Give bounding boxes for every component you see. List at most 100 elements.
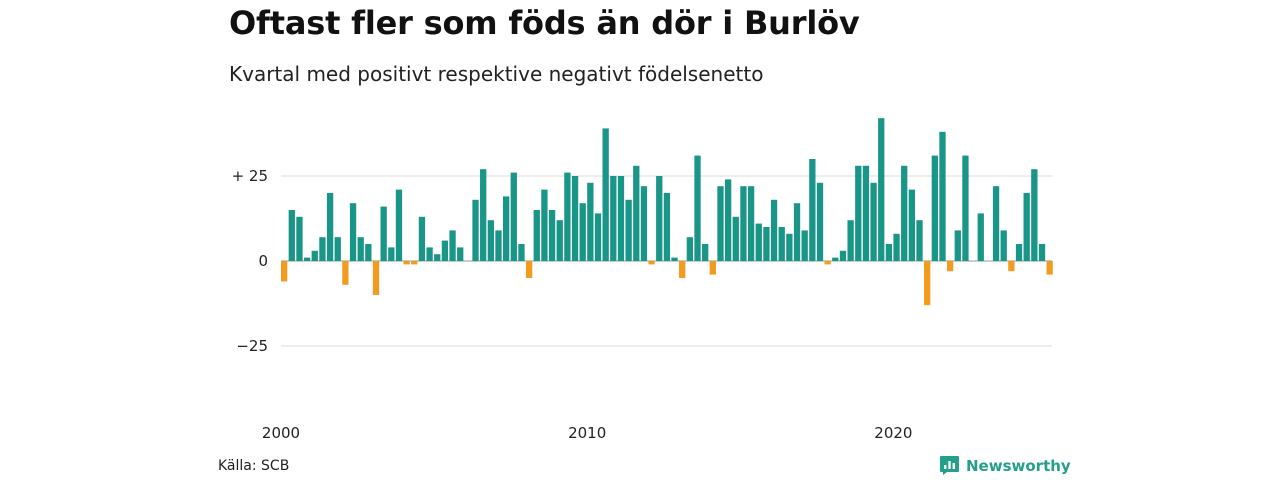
bar-positive [663, 193, 671, 261]
x-tick-label: 2010 [568, 424, 606, 442]
bar-positive [395, 189, 403, 261]
bar-positive [434, 254, 441, 261]
bar-negative [946, 261, 954, 272]
bar-positive [640, 186, 648, 261]
bar-positive [740, 186, 747, 261]
bar-positive [1000, 230, 1007, 261]
bar-positive [334, 237, 341, 261]
bar-negative [1046, 261, 1053, 275]
bar-negative [372, 261, 380, 295]
bar-positive [449, 230, 456, 261]
bar-positive [1031, 169, 1038, 261]
bar-positive [571, 176, 579, 261]
bar-positive [617, 176, 625, 261]
bar-positive [977, 213, 984, 261]
bar-positive [388, 247, 395, 261]
bar-positive [901, 165, 908, 261]
bar-positive [747, 186, 755, 261]
bar-positive [418, 216, 426, 261]
bar-chart: + 25 0 −25 2000 2010 2020 [232, 118, 1053, 442]
bar-positive [908, 189, 916, 261]
bar-positive [533, 210, 540, 261]
bar-positive [732, 216, 739, 261]
bar-positive [487, 220, 494, 261]
bar-positive [564, 172, 571, 261]
bar-positive [426, 247, 433, 261]
bar-positive [832, 257, 839, 261]
bar-positive [656, 176, 663, 261]
bar-positive [778, 227, 785, 261]
bar-positive [939, 131, 946, 261]
bar-positive [793, 203, 801, 261]
bar-positive [893, 233, 900, 261]
bar-positive [1038, 244, 1046, 261]
bar-positive [954, 230, 961, 261]
bar-positive [357, 237, 364, 261]
y-tick-label: −25 [236, 337, 268, 355]
bar-positive [303, 257, 311, 261]
bar-positive [694, 155, 701, 261]
bar-positive [457, 247, 464, 261]
newsworthy-brand[interactable]: Newsworthy [939, 455, 1071, 476]
bar-positive [610, 176, 617, 261]
bar-positive [702, 244, 709, 261]
chart-subtitle: Kvartal med positivt respektive negativt… [229, 62, 764, 86]
bar-negative [1008, 261, 1015, 272]
bar-positive [349, 203, 357, 261]
bar-positive [931, 155, 938, 261]
bar-positive [962, 155, 969, 261]
bar-positive [594, 213, 602, 261]
bar-positive [816, 182, 824, 261]
bar-positive [548, 210, 556, 261]
bar-negative [525, 261, 533, 278]
bar-positive [847, 220, 854, 261]
bar-positive [1023, 193, 1030, 261]
bar-positive [587, 182, 594, 261]
bar-positive [380, 206, 387, 261]
bar-positive [579, 203, 586, 261]
bar-negative [281, 261, 288, 282]
bar-positive [503, 196, 510, 261]
source-note: Källa: SCB [218, 458, 290, 474]
bar-positive [326, 193, 334, 261]
chart-title: Oftast fler som föds än dör i Burlöv [229, 4, 860, 42]
bar-positive [311, 250, 318, 261]
brand-name: Newsworthy [966, 456, 1071, 475]
bar-positive [480, 169, 487, 261]
bar-positive [510, 172, 517, 261]
bar-positive [365, 244, 372, 261]
bar-positive [541, 189, 548, 261]
bar-positive [602, 128, 609, 261]
bar-positive [770, 199, 778, 261]
bar-positive [633, 165, 640, 261]
bar-positive [885, 244, 893, 261]
bar-positive [992, 186, 1000, 261]
bar-positive [556, 220, 563, 261]
y-tick-label: 0 [258, 252, 268, 270]
bar-positive [625, 199, 632, 261]
bar-negative [924, 261, 931, 306]
bar-positive [916, 220, 923, 261]
bar-positive [472, 199, 479, 261]
bar-positive [855, 165, 862, 261]
bar-negative [709, 261, 716, 275]
bar-positive [671, 257, 678, 261]
bar-positive [755, 223, 762, 261]
x-tick-label: 2000 [262, 424, 300, 442]
bar-positive [1015, 244, 1023, 261]
bar-positive [862, 165, 870, 261]
bar-positive [319, 237, 326, 261]
bar-positive [686, 237, 694, 261]
newsworthy-logo-icon [940, 456, 959, 475]
bar-positive [724, 179, 732, 261]
bar-positive [495, 230, 502, 261]
bar-positive [518, 244, 525, 261]
bar-positive [786, 233, 793, 261]
bar-negative [403, 261, 410, 265]
bar-positive [717, 186, 724, 261]
bar-positive [870, 182, 877, 261]
bar-negative [648, 261, 655, 265]
y-tick-label: + 25 [232, 167, 268, 185]
bar-positive [809, 159, 816, 261]
bar-positive [441, 240, 449, 261]
